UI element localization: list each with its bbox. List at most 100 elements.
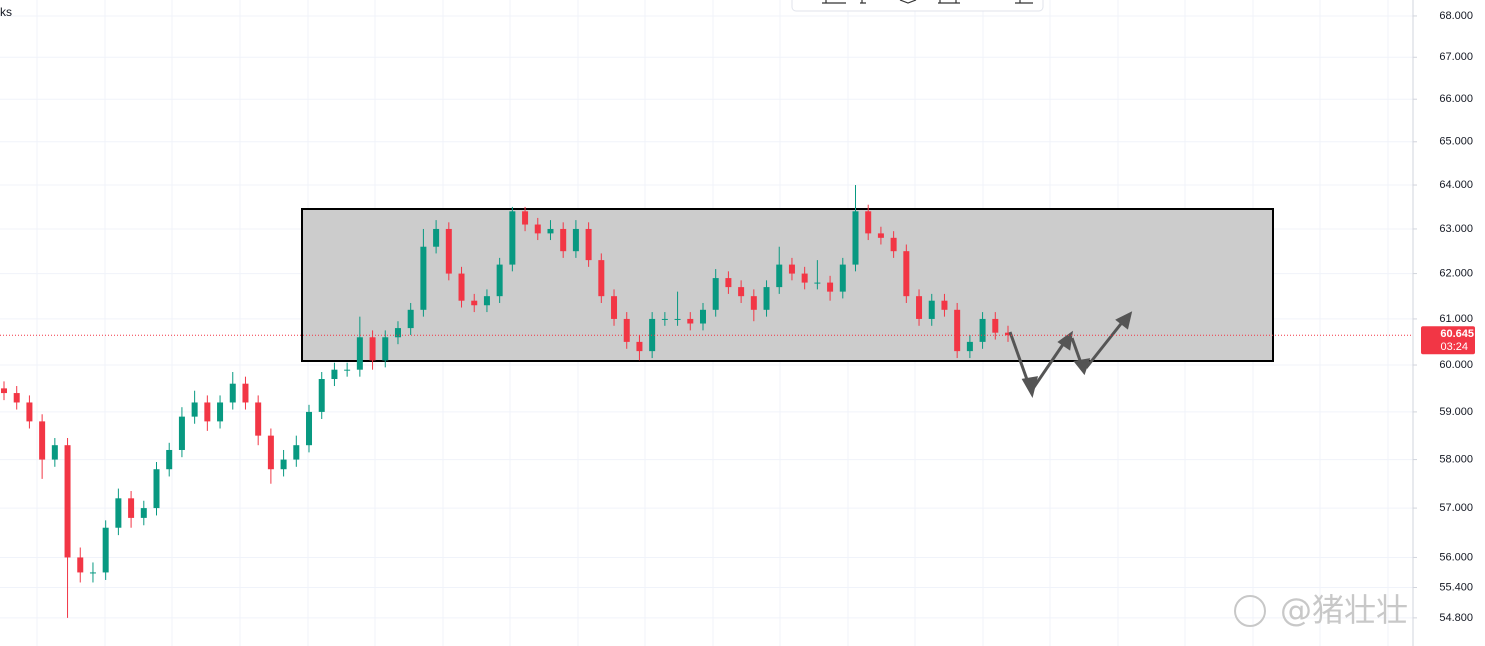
candle-body xyxy=(585,228,592,261)
candle-body xyxy=(776,264,783,288)
y-tick-label: 56.000 xyxy=(1439,551,1473,563)
candle-body xyxy=(687,318,694,324)
candle-body xyxy=(903,251,910,297)
candle-body xyxy=(115,498,122,528)
candle-body xyxy=(344,369,351,371)
last-price-label: 60.645 xyxy=(1440,328,1474,340)
candle-body xyxy=(229,383,236,403)
candle-body xyxy=(954,309,961,352)
candle-body xyxy=(331,369,338,380)
y-tick-label: 54.800 xyxy=(1439,612,1473,624)
candle-body xyxy=(1005,332,1011,336)
candle-body xyxy=(547,228,554,234)
candle-body xyxy=(649,318,656,352)
candle-body xyxy=(560,228,567,252)
candle-body xyxy=(852,211,859,265)
countdown-label: 03:24 xyxy=(1440,341,1468,353)
projection-arrows xyxy=(1008,311,1133,398)
candle-body xyxy=(916,296,923,319)
candle-body xyxy=(26,402,33,422)
candle-body xyxy=(255,402,262,436)
candle-body xyxy=(712,278,719,310)
y-tick-label: 63.000 xyxy=(1439,223,1473,235)
y-tick-label: 60.000 xyxy=(1439,359,1473,371)
y-tick-label: 61.000 xyxy=(1439,313,1473,325)
candle-body xyxy=(39,421,46,460)
candle-body xyxy=(801,273,808,283)
candle-body xyxy=(128,498,135,518)
drawing-toolbar[interactable] xyxy=(791,0,1044,12)
candle-body xyxy=(483,296,490,306)
candle-body xyxy=(598,260,605,297)
candle-body xyxy=(738,287,745,297)
y-tick-label: 59.000 xyxy=(1439,406,1473,418)
candle-body xyxy=(572,228,579,252)
candle-body xyxy=(318,379,325,412)
candle-body xyxy=(140,508,147,518)
candle-body xyxy=(293,445,300,460)
candle-body xyxy=(356,337,363,370)
candles xyxy=(1,185,1011,618)
candle-body xyxy=(839,264,846,292)
candle-body xyxy=(865,211,872,234)
candle-body xyxy=(827,282,834,292)
candle-body xyxy=(369,337,376,361)
candle-body xyxy=(407,309,414,329)
candle-body xyxy=(153,469,160,509)
candle-body xyxy=(763,287,770,310)
candle-body xyxy=(204,402,211,422)
candle-body xyxy=(788,264,795,274)
candle-body xyxy=(166,449,173,470)
candle-body xyxy=(966,341,973,352)
y-tick-label: 67.000 xyxy=(1439,51,1473,63)
y-tick-label: 64.000 xyxy=(1439,179,1473,191)
legend-fragment: ks xyxy=(0,5,12,19)
watermark-text: @猪壮壮 xyxy=(1280,591,1408,629)
toolbar[interactable] xyxy=(791,0,1044,12)
candle-body xyxy=(750,296,757,310)
y-tick-label: 55.400 xyxy=(1439,581,1473,593)
candle-body xyxy=(992,318,999,333)
candle-body xyxy=(306,411,313,446)
candle-body xyxy=(51,445,58,460)
candle-body xyxy=(890,237,897,252)
toolbar-icons xyxy=(822,0,1033,4)
candle-body xyxy=(814,282,821,284)
y-tick-label: 66.000 xyxy=(1439,93,1473,105)
candle-body xyxy=(471,300,478,306)
candle-body xyxy=(979,318,986,342)
candle-body xyxy=(611,296,618,319)
candle-body xyxy=(699,309,706,324)
candle-body xyxy=(89,572,96,574)
candle-body xyxy=(420,246,427,310)
candle-body xyxy=(458,273,465,301)
y-tick-label: 57.000 xyxy=(1439,502,1473,514)
y-tick-label: 68.000 xyxy=(1439,10,1473,22)
candle-body xyxy=(509,211,516,265)
watermark: @猪壮壮 xyxy=(1234,591,1408,629)
candle-body xyxy=(13,393,20,403)
y-tick-label: 62.000 xyxy=(1439,267,1473,279)
candle-body xyxy=(1,388,7,394)
candle-body xyxy=(661,318,668,320)
candle-body xyxy=(242,383,249,403)
candle-body xyxy=(77,557,84,573)
candle-body xyxy=(280,459,287,470)
candle-body xyxy=(725,278,732,288)
y-tick-label: 65.000 xyxy=(1439,136,1473,148)
candle-body xyxy=(928,300,935,319)
candle-body xyxy=(674,318,681,320)
candle-body xyxy=(623,318,630,342)
candle-body xyxy=(64,445,71,558)
candle-body xyxy=(217,402,224,422)
candle-body xyxy=(877,233,884,238)
candle-body xyxy=(382,337,389,361)
candle-body xyxy=(941,300,948,310)
candle-body xyxy=(433,228,440,247)
candle-body xyxy=(522,211,529,225)
candle-body xyxy=(267,435,274,470)
candle-body xyxy=(534,224,541,234)
candle-body xyxy=(191,402,198,417)
candle-body xyxy=(178,416,185,450)
